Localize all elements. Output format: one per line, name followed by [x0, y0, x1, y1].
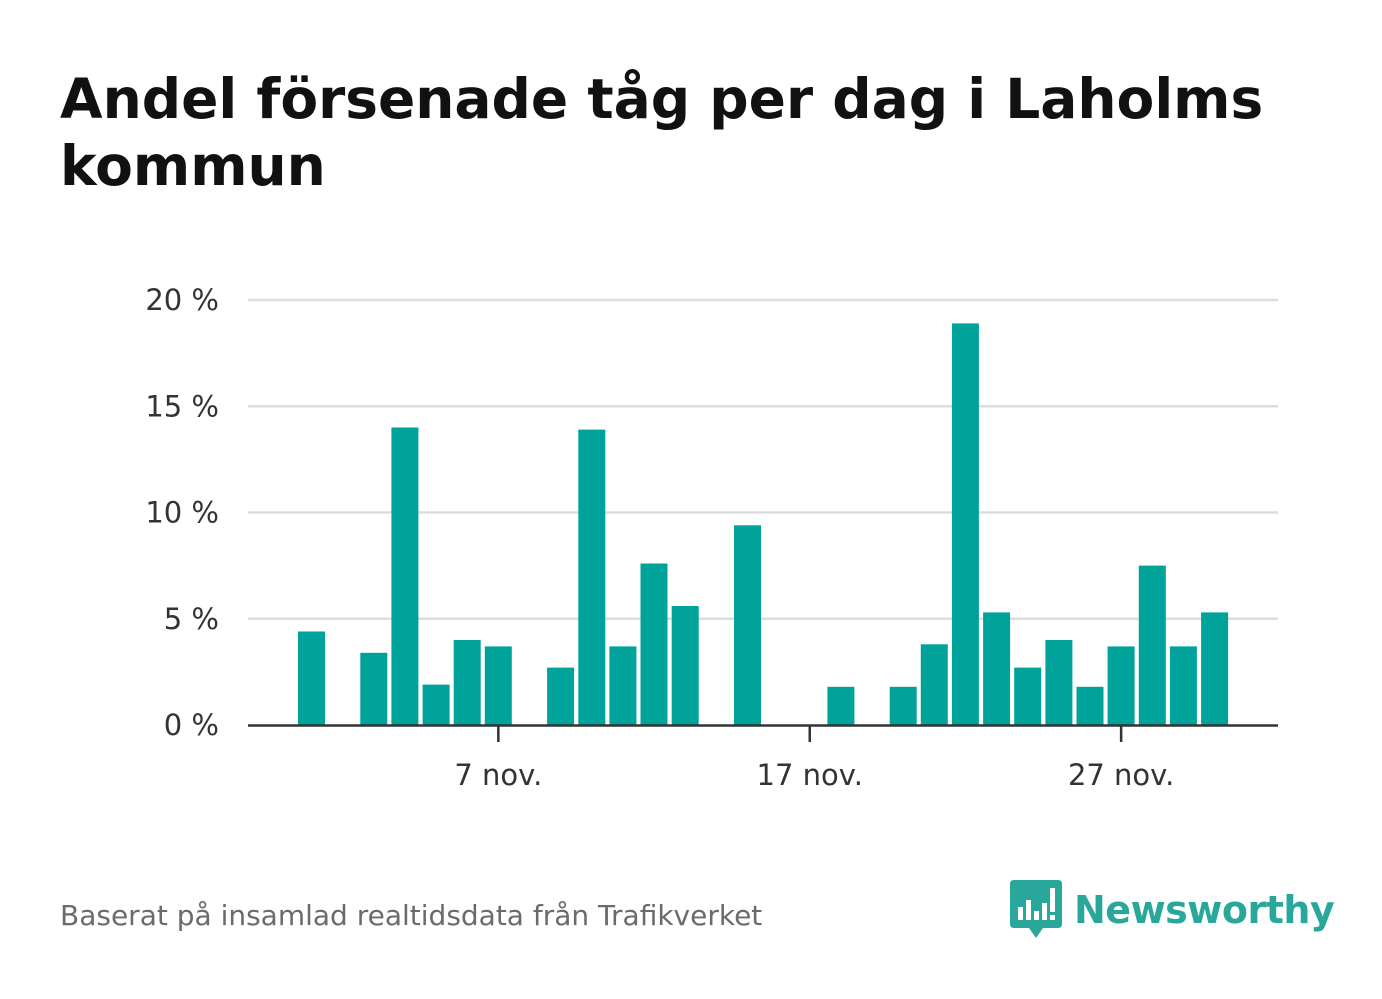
brand-name: Newsworthy	[1074, 888, 1335, 932]
source-note: Baserat på insamlad realtidsdata från Tr…	[60, 899, 763, 932]
bar	[453, 640, 481, 725]
y-axis-tick-labels: 0 % 5 % 10 % 15 % 20 %	[145, 283, 219, 742]
bar	[827, 686, 855, 726]
y-tick-label: 15 %	[145, 389, 219, 423]
bar	[547, 667, 575, 725]
bar	[734, 525, 761, 726]
bar	[1138, 565, 1166, 725]
x-tick-label: 17 nov.	[757, 758, 863, 792]
x-tick-label: 27 nov.	[1068, 758, 1174, 792]
newsworthy-logo: Newsworthy	[1010, 880, 1335, 940]
bars	[298, 323, 1229, 726]
bar	[640, 563, 668, 725]
chart-title: Andel försenade tåg per dag i Laholms ko…	[60, 67, 1264, 198]
bar	[671, 606, 699, 725]
y-tick-label: 10 %	[145, 496, 219, 530]
bar	[609, 646, 637, 725]
x-axis-ticks: 7 nov. 17 nov. 27 nov.	[454, 725, 1174, 792]
bar	[422, 684, 450, 725]
bar	[1169, 646, 1197, 725]
y-tick-label: 5 %	[164, 602, 219, 636]
y-tick-label: 20 %	[145, 283, 219, 317]
bar	[578, 429, 606, 725]
bar	[1045, 640, 1073, 725]
bar-chart-speech-bubble-icon	[1010, 880, 1062, 938]
bar	[298, 631, 325, 725]
bar	[391, 427, 419, 725]
grid-lines	[248, 298, 1278, 620]
bar	[360, 652, 388, 726]
bar	[484, 646, 512, 725]
y-tick-label: 0 %	[164, 708, 219, 742]
bar	[1107, 646, 1135, 725]
bar	[1076, 686, 1104, 726]
bar	[951, 323, 979, 725]
bar	[889, 686, 917, 726]
bar	[1014, 667, 1042, 725]
bar	[983, 612, 1011, 725]
bar	[1201, 612, 1229, 725]
bar	[920, 644, 948, 726]
x-tick-label: 7 nov.	[454, 758, 542, 792]
